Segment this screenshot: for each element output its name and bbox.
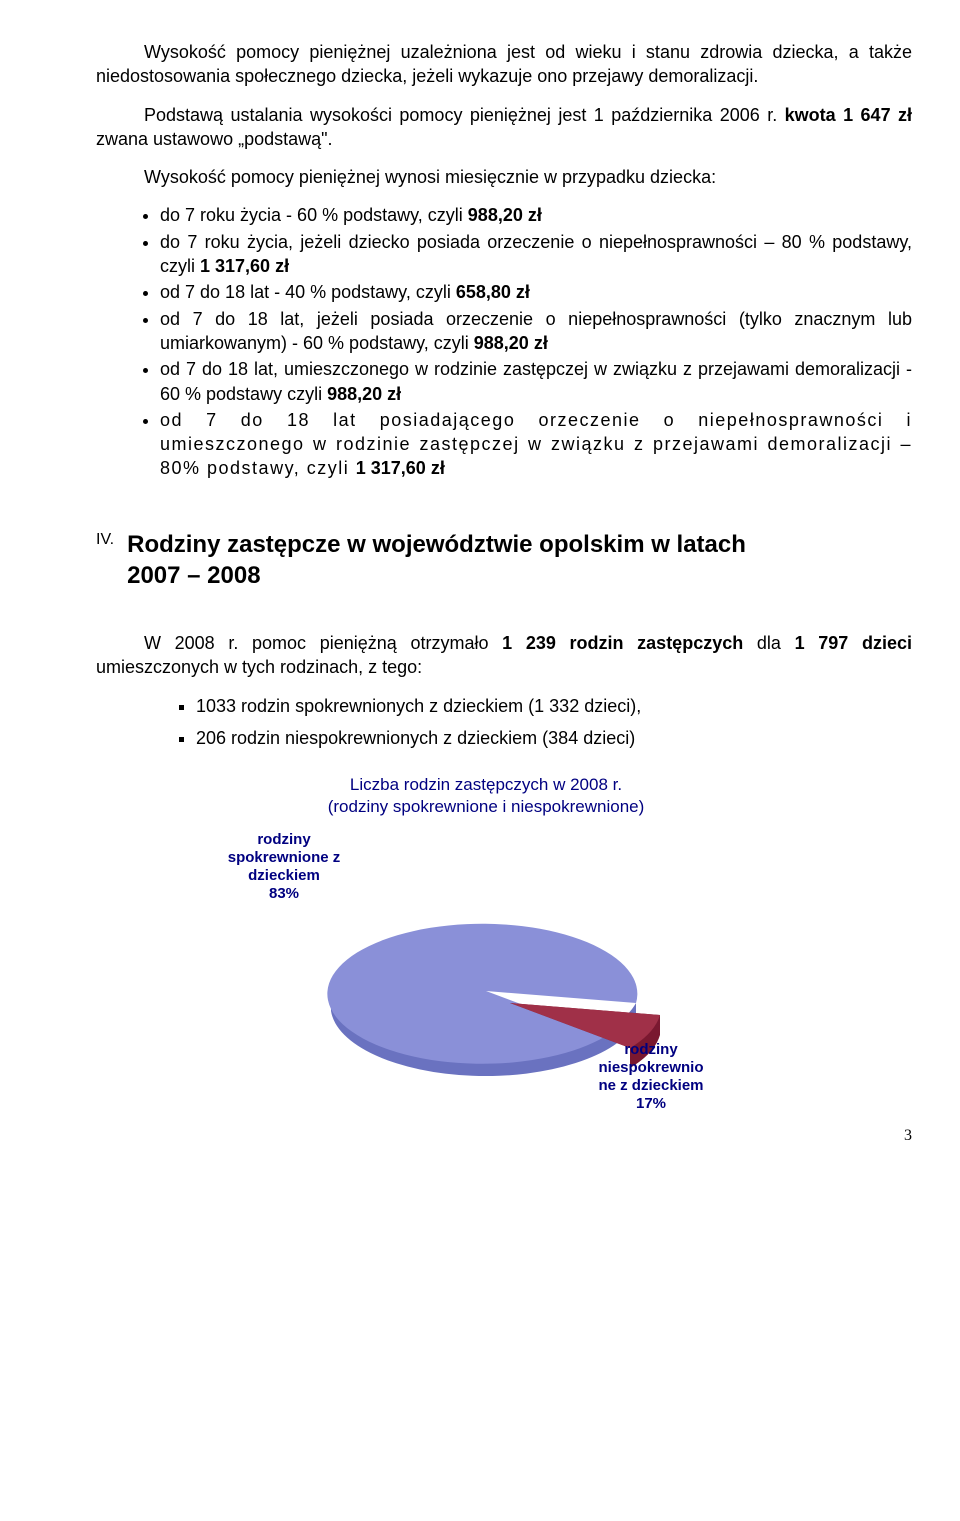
list-item: 206 rodzin niespokrewnionych z dzieckiem… — [196, 726, 912, 750]
slice-label-1: rodziny spokrewnione z dzieckiem 83% — [214, 831, 354, 903]
text: od 7 do 18 lat, umieszczonego w rodzinie… — [160, 359, 912, 403]
paragraph-intro: Wysokość pomocy pieniężnej uzależniona j… — [96, 40, 912, 89]
text: spokrewnione z — [228, 849, 341, 866]
text: od 7 do 18 lat - 40 % podstawy, czyli — [160, 282, 456, 302]
amount-bold: 988,20 zł — [474, 333, 548, 353]
list-item: od 7 do 18 lat, jeżeli posiada orzeczeni… — [160, 307, 912, 356]
text: W 2008 r. pomoc pieniężną otrzymało — [144, 633, 502, 653]
section-heading: IV. Rodziny zastępcze w województwie opo… — [96, 529, 912, 591]
text: (rodziny spokrewnione i niespokrewnione) — [328, 797, 645, 816]
text: od 7 do 18 lat posiadającego orzeczenie … — [160, 410, 912, 479]
chart-title: Liczba rodzin zastępczych w 2008 r. (rod… — [196, 774, 776, 817]
list-item: od 7 do 18 lat - 40 % podstawy, czyli 65… — [160, 280, 912, 304]
text: rodziny — [257, 831, 310, 848]
section-roman: IV. — [96, 531, 114, 548]
text: Rodziny zastępcze w województwie opolski… — [127, 531, 746, 558]
paragraph-list-intro: Wysokość pomocy pieniężnej wynosi miesię… — [96, 165, 912, 189]
list-item: od 7 do 18 lat, umieszczonego w rodzinie… — [160, 357, 912, 406]
amount-bold: 658,80 zł — [456, 282, 530, 302]
chart-canvas: rodziny spokrewnione z dzieckiem 83% rod… — [196, 841, 776, 1101]
text: dla — [743, 633, 794, 653]
amount-bold: 988,20 zł — [468, 205, 542, 225]
page-number: 3 — [96, 1125, 912, 1147]
text: zwana ustawowo „podstawą". — [96, 129, 333, 149]
text: 83% — [269, 885, 299, 902]
amount-bold: 988,20 zł — [327, 384, 401, 404]
bold: 1 239 rodzin zastępczych — [502, 633, 743, 653]
text: ne z dzieckiem — [598, 1077, 703, 1094]
text: 2007 – 2008 — [127, 562, 260, 589]
list-item: 1033 rodzin spokrewnionych z dzieckiem (… — [196, 694, 912, 718]
text: umieszczonych w tych rodzinach, z tego: — [96, 657, 422, 677]
amount-bold: 1 317,60 zł — [200, 256, 289, 276]
text: rodziny — [624, 1041, 677, 1058]
text: do 7 roku życia - 60 % podstawy, czyli — [160, 205, 468, 225]
section-title: Rodziny zastępcze w województwie opolski… — [127, 529, 746, 591]
slice-label-2: rodziny niespokrewnio ne z dzieckiem 17% — [576, 1041, 726, 1113]
text: Podstawą ustalania wysokości pomocy pien… — [144, 105, 785, 125]
list-item: od 7 do 18 lat posiadającego orzeczenie … — [160, 408, 912, 481]
list-item: do 7 roku życia - 60 % podstawy, czyli 9… — [160, 203, 912, 227]
paragraph-base-amount: Podstawą ustalania wysokości pomocy pien… — [96, 103, 912, 152]
text: dzieckiem — [248, 867, 320, 884]
paragraph-2008-summary: W 2008 r. pomoc pieniężną otrzymało 1 23… — [96, 631, 912, 680]
base-amount-bold: kwota 1 647 zł — [785, 105, 912, 125]
text: Liczba rodzin zastępczych w 2008 r. — [350, 775, 622, 794]
text: 17% — [636, 1095, 666, 1112]
list-item: do 7 roku życia, jeżeli dziecko posiada … — [160, 230, 912, 279]
allowance-list: do 7 roku życia - 60 % podstawy, czyli 9… — [96, 203, 912, 480]
text: niespokrewnio — [598, 1059, 703, 1076]
family-type-list: 1033 rodzin spokrewnionych z dzieckiem (… — [96, 694, 912, 751]
bold: 1 797 dzieci — [795, 633, 912, 653]
pie-chart: Liczba rodzin zastępczych w 2008 r. (rod… — [196, 774, 776, 1101]
amount-bold: 1 317,60 zł — [356, 458, 445, 478]
